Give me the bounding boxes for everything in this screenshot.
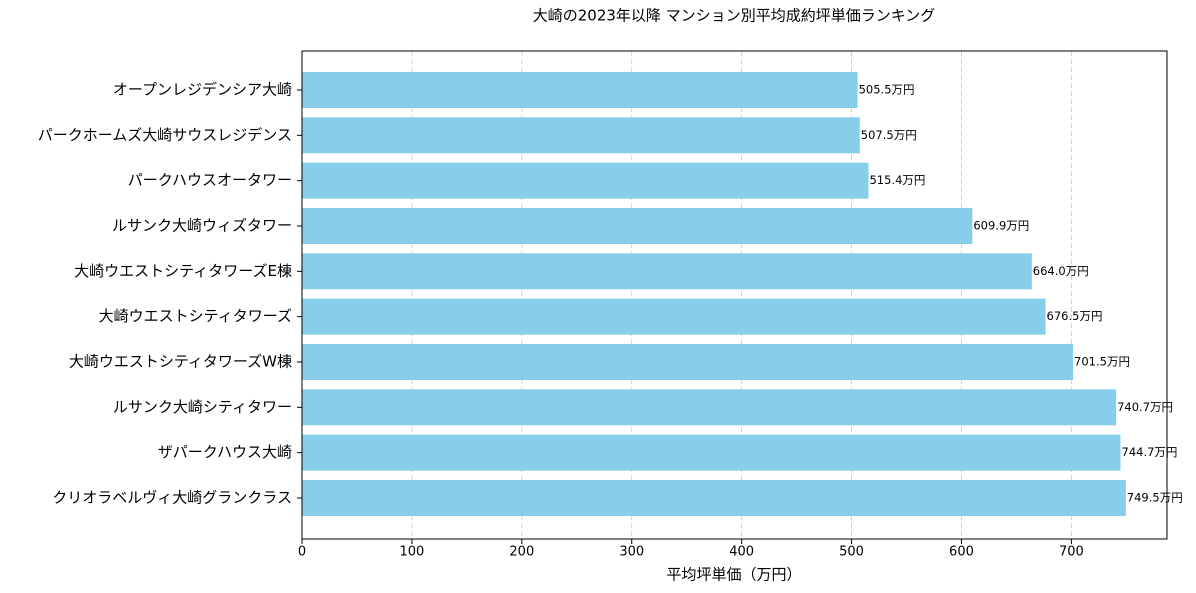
value-label: 740.7万円 <box>1117 400 1173 414</box>
value-label: 515.4万円 <box>869 173 925 187</box>
x-axis-label: 平均坪単価（万円） <box>666 566 801 584</box>
bar <box>302 298 1046 335</box>
x-tick-label: 500 <box>839 545 864 560</box>
bar <box>302 162 869 199</box>
x-tick-label: 300 <box>619 545 644 560</box>
bar <box>302 253 1032 290</box>
value-label: 609.9万円 <box>973 218 1029 232</box>
x-tick-label: 400 <box>729 545 754 560</box>
value-label: 749.5万円 <box>1127 490 1183 504</box>
y-tick-label: 大崎ウエストシティタワーズ <box>99 307 292 325</box>
y-tick-label: オープンレジデンシア大崎 <box>113 81 292 99</box>
value-label: 744.7万円 <box>1122 445 1178 459</box>
y-tick-label: パークホームズ大崎サウスレジデンス <box>38 126 292 144</box>
y-tick-label: 大崎ウエストシティタワーズE棟 <box>74 262 292 280</box>
x-tick-label: 100 <box>399 545 424 560</box>
value-label: 701.5万円 <box>1074 354 1130 368</box>
bar <box>302 343 1074 380</box>
y-tick-label: クリオラベルヴィ大崎グランクラス <box>52 488 292 506</box>
bar <box>302 479 1126 516</box>
y-tick-label: ルサンク大崎ウィズタワー <box>112 216 292 234</box>
bar <box>302 207 973 244</box>
value-label: 676.5万円 <box>1047 309 1103 323</box>
value-label: 664.0万円 <box>1033 264 1089 278</box>
bar <box>302 434 1121 471</box>
plot-frame <box>301 50 1168 540</box>
bar <box>302 389 1117 426</box>
chart-title: 大崎の2023年以降 マンション別平均成約坪単価ランキング <box>533 7 936 25</box>
value-label: 505.5万円 <box>859 83 915 97</box>
bar <box>302 117 860 154</box>
y-tick-label: ルサンク大崎シティタワー <box>113 398 292 416</box>
y-tick-label: ザパークハウス大崎 <box>158 443 292 461</box>
bar <box>302 72 858 108</box>
value-label: 507.5万円 <box>861 128 917 142</box>
x-tick-label: 0 <box>298 545 306 560</box>
y-tick-label: パークハウスオータワー <box>128 171 292 189</box>
x-tick-label: 700 <box>1059 545 1084 560</box>
y-tick-label: 大崎ウエストシティタワーズW棟 <box>69 352 292 370</box>
x-tick-label: 200 <box>509 545 534 560</box>
x-tick-label: 600 <box>949 545 974 560</box>
